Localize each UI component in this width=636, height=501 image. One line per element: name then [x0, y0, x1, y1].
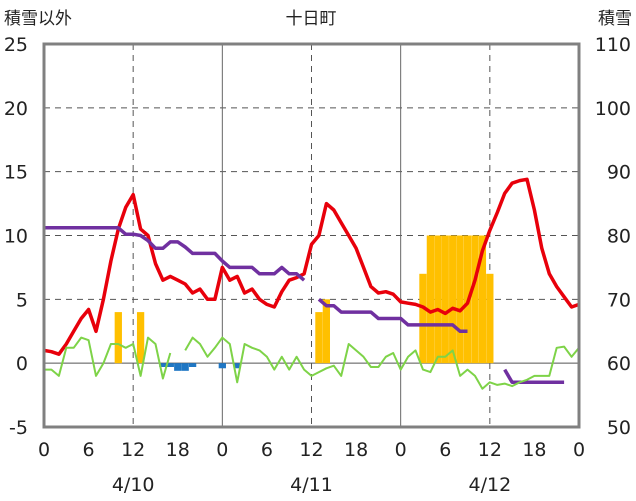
right-tick-label: 110: [595, 34, 631, 56]
x-tick-label: 18: [344, 439, 368, 461]
x-tick-label: 6: [439, 439, 451, 461]
bar: [218, 363, 226, 369]
chart-title: 十日町: [286, 9, 337, 29]
series-line-other_line: [184, 336, 580, 390]
x-tick-label: 12: [121, 439, 145, 461]
bar: [449, 235, 457, 364]
left-tick-label: 15: [4, 162, 28, 184]
right-tick-label: 90: [607, 162, 631, 184]
x-tick-label: 12: [299, 439, 323, 461]
left-tick-label: 20: [4, 98, 28, 120]
left-tick-label: -5: [9, 417, 28, 439]
date-label: 4/10: [112, 474, 155, 496]
x-tick-label: 6: [83, 439, 95, 461]
series-line-temperature: [43, 177, 580, 356]
bar: [114, 312, 122, 364]
x-tick-label: 0: [216, 439, 228, 461]
x-tick-label: 0: [573, 439, 585, 461]
bar: [174, 363, 182, 371]
x-tick-label: 18: [522, 439, 546, 461]
left-tick-label: 0: [16, 353, 28, 375]
bar: [159, 363, 167, 367]
plot-border: [42, 42, 581, 429]
series-line-snow_depth: [317, 297, 468, 334]
bar: [456, 235, 464, 364]
bar: [434, 235, 442, 364]
series-line-snow_depth: [44, 226, 306, 282]
bar: [136, 312, 145, 364]
left-tick-label: 5: [16, 289, 28, 311]
left-tick-label: 25: [4, 34, 28, 56]
bar: [486, 273, 494, 364]
right-tick-label: 60: [607, 353, 631, 375]
grid: [44, 44, 579, 427]
right-tick-label: 80: [607, 226, 631, 248]
x-tick-label: 0: [395, 439, 407, 461]
x-tick-label: 12: [478, 439, 502, 461]
date-label: 4/11: [290, 474, 333, 496]
bar: [166, 363, 174, 367]
right-tick-label: 70: [607, 289, 631, 311]
line-layer: [43, 177, 580, 390]
bar: [426, 235, 435, 364]
right-tick-label: 50: [607, 417, 631, 439]
right-axis-label: 積雪: [598, 9, 632, 29]
bar: [471, 235, 479, 364]
series-line-other_line: [44, 336, 172, 380]
x-tick-label: 6: [261, 439, 273, 461]
left-axis-label: 積雪以外: [4, 9, 72, 29]
bar: [419, 273, 427, 364]
right-tick-label: 100: [595, 98, 631, 120]
x-tick-label: 0: [38, 439, 50, 461]
bar: [441, 235, 449, 364]
plot-frame: [42, 42, 581, 429]
bar: [181, 363, 189, 371]
bar-layer: [114, 235, 494, 371]
left-tick-label: 10: [4, 226, 28, 248]
bar: [322, 299, 331, 364]
bar: [233, 363, 241, 369]
date-label: 4/12: [468, 474, 511, 496]
bar: [188, 363, 197, 367]
bar: [478, 235, 487, 364]
bar: [315, 312, 323, 364]
x-tick-label: 18: [166, 439, 190, 461]
series-line-snow_depth: [503, 368, 565, 385]
